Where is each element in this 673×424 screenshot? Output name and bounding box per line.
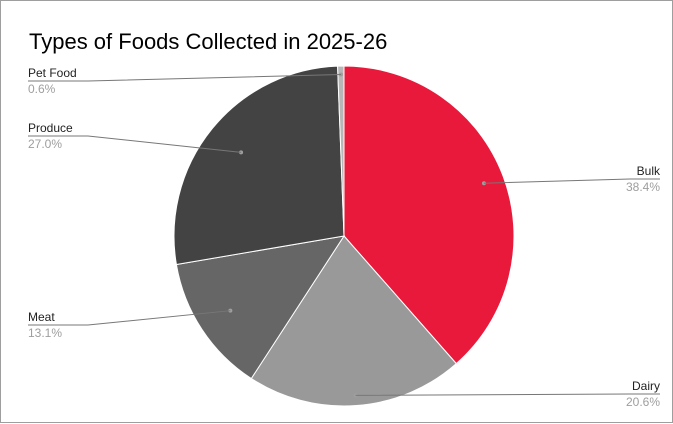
slice-label-dairy: Dairy	[632, 379, 660, 393]
leader-line-bulk	[483, 178, 660, 184]
slice-percent-produce: 27.0%	[28, 137, 62, 151]
leader-line-meat	[28, 310, 231, 326]
slice-percent-dairy: 20.6%	[626, 395, 660, 409]
pie-slice-bulk	[343, 65, 515, 365]
slice-percent-meat: 13.1%	[28, 326, 62, 340]
slice-label-produce: Produce	[28, 121, 73, 135]
slice-label-meat: Meat	[28, 310, 55, 324]
leader-line-produce	[28, 135, 242, 153]
leader-line-dairy	[355, 393, 660, 396]
slice-percent-bulk: 38.4%	[626, 180, 660, 194]
pie-slice-dairy	[250, 235, 458, 407]
slice-labels: Bulk 38.4% Dairy 20.6% Meat 13.1% Produce 27.0%…	[28, 66, 661, 409]
pie-slice-meat	[175, 235, 346, 380]
slice-label-bulk: Bulk	[637, 164, 661, 178]
pie-slice-pet-food	[337, 65, 345, 237]
slice-label-pet-food: Pet Food	[28, 66, 77, 80]
leader-line-pet-food	[28, 74, 341, 82]
pie-slice-produce	[173, 65, 345, 266]
chart-title: Types of Foods Collected in 2025-26	[29, 29, 387, 54]
pie-slices	[173, 65, 515, 407]
slice-percent-pet-food: 0.6%	[28, 82, 56, 96]
